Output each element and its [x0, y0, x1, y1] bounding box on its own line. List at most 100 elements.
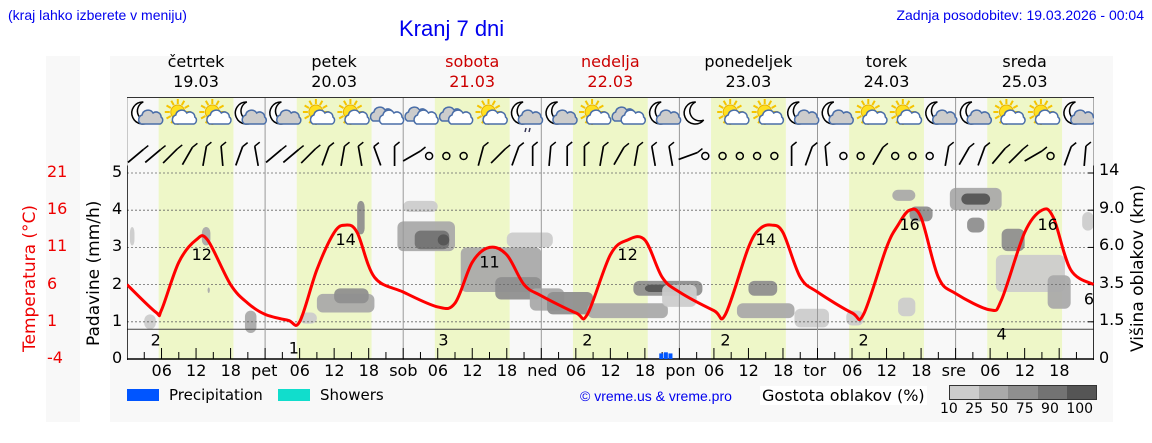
density-step-1 — [979, 386, 1009, 399]
cloud-tick: 6.0 — [1099, 235, 1125, 255]
svg-text:4: 4 — [997, 325, 1007, 344]
last-update: Zadnja posodobitev: 19.03.2026 - 00:04 — [896, 7, 1144, 23]
x-hour-label: 06 — [565, 361, 587, 380]
x-hour-label: 18 — [634, 361, 656, 380]
x-hour-label: 12 — [462, 361, 483, 380]
sun-cloud-icon — [855, 99, 888, 125]
legend-precipitation: Precipitation — [127, 386, 263, 404]
x-hour-label: 18 — [1049, 361, 1070, 380]
temp-tick: 6 — [47, 273, 58, 293]
copyright-link[interactable]: © vreme.us & vreme.pro — [580, 388, 732, 404]
plot-area: 2 1 3 2 2 2 4 12 14 11 12 14 16 16 6 — [127, 97, 1094, 360]
moon-cloud-icon — [959, 101, 993, 125]
moon-clear-icon — [683, 101, 705, 125]
svg-text:16: 16 — [899, 215, 919, 234]
cloud-tick: 1.5 — [1099, 310, 1125, 330]
svg-text:2: 2 — [582, 331, 592, 350]
moon-cloud-icon — [131, 101, 164, 125]
forecast-chart: 2 1 3 2 2 2 4 12 14 11 12 14 16 16 6 — [127, 98, 1094, 360]
cloudy-icon — [404, 106, 439, 125]
x-hour-label: 18 — [772, 361, 794, 380]
svg-text:6: 6 — [1084, 290, 1094, 309]
moon-cloud-icon — [821, 101, 854, 125]
svg-text:14: 14 — [335, 230, 355, 249]
moon-cloud-drizzle-icon — [510, 101, 544, 133]
x-day-label: tor — [803, 361, 827, 380]
moon-cloud-icon — [925, 101, 958, 125]
day-date: 21.03 — [449, 72, 496, 91]
page-title: Kranj 7 dni — [399, 16, 505, 41]
svg-text:16: 16 — [1037, 215, 1057, 234]
day-name: sobota — [445, 52, 500, 71]
sun-cloud-icon — [579, 99, 612, 125]
density-step-4 — [1066, 386, 1097, 399]
x-hour-label: 12 — [738, 361, 759, 380]
x-hour-label: 18 — [220, 361, 241, 380]
precip-tick: 1 — [112, 310, 123, 330]
x-hour-label: 06 — [427, 361, 449, 380]
precip-tick: 5 — [112, 162, 123, 181]
legend-showers: Showers — [278, 386, 384, 404]
x-hour-label: 18 — [496, 361, 518, 380]
precipitation-swatch — [127, 389, 159, 401]
day-header-1: petek 20.03 — [265, 52, 403, 92]
menu-hint: (kraj lahko izberete v meniju) — [8, 7, 187, 23]
precip-tick: 4 — [112, 199, 123, 219]
day-date: 24.03 — [863, 72, 910, 91]
cloud-tick: 9.0 — [1099, 197, 1125, 217]
moon-cloud-icon — [269, 101, 302, 125]
x-hour-label: 18 — [911, 361, 932, 380]
x-hour-label: 06 — [289, 361, 310, 380]
sun-cloud-icon — [889, 99, 923, 125]
x-hour-label: 12 — [186, 361, 207, 380]
svg-text:2: 2 — [720, 331, 730, 350]
svg-text:2: 2 — [858, 331, 868, 350]
day-date: 22.03 — [587, 72, 634, 91]
temp-tick: 21 — [47, 162, 68, 181]
density-step-2 — [1008, 386, 1038, 399]
svg-text:12: 12 — [617, 245, 637, 264]
x-hour-label: 12 — [324, 361, 345, 380]
legend-showers-label: Showers — [320, 386, 384, 404]
day-header-5: torek 24.03 — [818, 52, 956, 92]
moon-cloud-icon — [787, 101, 820, 125]
temperature-axis-label: Temperatura (°C) — [20, 204, 40, 352]
showers-swatch — [278, 389, 310, 401]
cloud-density-label: Gostota oblakov (%) — [760, 386, 927, 405]
temperature-axis-panel — [46, 56, 80, 422]
x-hour-label: 12 — [1014, 361, 1035, 380]
x-hour-label: 06 — [151, 361, 172, 380]
moon-cloud-icon — [234, 101, 267, 125]
cloud-tick: 14 — [1099, 160, 1120, 179]
sun-cloud-icon — [1027, 99, 1061, 125]
day-header-4: ponedeljek 23.03 — [679, 52, 817, 92]
day-name: torek — [865, 52, 908, 71]
svg-text:11: 11 — [479, 252, 499, 271]
sun-cloud-icon — [337, 99, 370, 125]
precipitation-axis-label: Padavine (mm/h) — [84, 200, 104, 346]
day-header-0: četrtek 19.03 — [127, 52, 265, 92]
temp-tick: -4 — [47, 348, 63, 367]
svg-text:1: 1 — [289, 339, 299, 358]
x-hour-label: 06 — [842, 361, 863, 380]
x-hour-label: 06 — [703, 361, 725, 380]
cloud-tick: 0 — [1099, 348, 1110, 367]
moon-cloud-icon — [545, 101, 578, 125]
precip-tick: 2 — [112, 273, 123, 293]
day-date: 23.03 — [725, 72, 772, 91]
x-day-label: sre — [941, 361, 966, 380]
svg-text:2: 2 — [151, 331, 161, 350]
x-day-label: pet — [251, 361, 278, 380]
cloud-density-ticks: 10 25 50 75 90 100 — [940, 401, 1094, 417]
cloudy-icon — [438, 106, 474, 125]
x-hour-label: 12 — [876, 361, 897, 380]
moon-cloud-icon — [1063, 101, 1094, 125]
day-date: 20.03 — [311, 72, 357, 91]
temp-tick: 1 — [47, 310, 58, 330]
density-step-0 — [950, 386, 980, 399]
x-hour-label: 18 — [358, 361, 380, 380]
day-name: četrtek — [167, 52, 225, 71]
day-header-2: sobota 21.03 — [403, 52, 541, 92]
x-hour-label: 12 — [600, 361, 621, 380]
day-date: 19.03 — [173, 72, 219, 91]
